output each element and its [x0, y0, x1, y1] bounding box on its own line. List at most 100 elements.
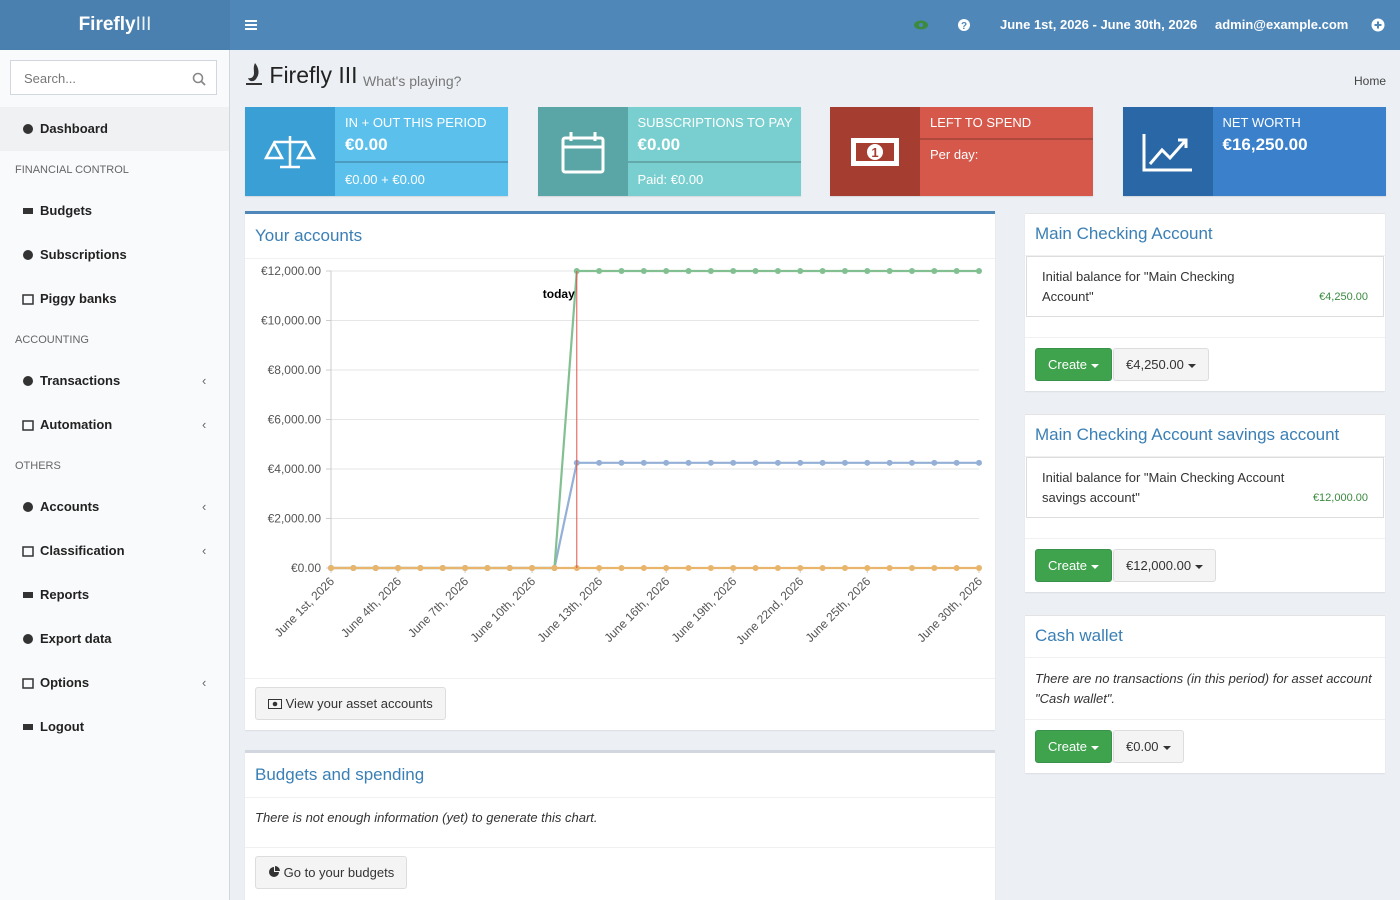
y-tick-label: €0.00 [291, 561, 321, 575]
series-point [864, 459, 871, 466]
add-icon[interactable] [1371, 18, 1385, 32]
budgets-button[interactable]: Go to your budgets [255, 856, 408, 889]
menu-label: Automation [40, 417, 113, 432]
x-tick-label: June 13th, 2026 [534, 574, 605, 645]
svg-text:1: 1 [871, 145, 878, 160]
x-tick-label: June 19th, 2026 [669, 574, 740, 645]
create-button[interactable]: Create [1035, 549, 1113, 582]
balance-button[interactable]: €12,000.00 [1113, 549, 1217, 582]
caret [1195, 564, 1204, 569]
view-accounts-button[interactable]: View your asset accounts [255, 687, 446, 720]
today-label: today [543, 287, 575, 301]
menu-item[interactable]: Subscriptions [0, 233, 229, 277]
pie-icon [269, 866, 280, 877]
accounts-card: Your accounts View your asset accounts [245, 211, 995, 730]
info-box-footer: €0.00 + €0.00 [345, 172, 425, 187]
menu-icon [22, 294, 34, 305]
caret [1187, 363, 1196, 368]
create-button[interactable]: Create [1035, 730, 1113, 763]
card-title[interactable]: Cash wallet [1035, 626, 1123, 645]
menu-item[interactable]: Transactions ‹ [0, 359, 229, 403]
card-title[interactable]: Main Checking Account [1035, 224, 1213, 243]
card-footer: Create €0.00 [1025, 720, 1385, 773]
user-menu[interactable]: admin@example.com [1215, 17, 1349, 32]
series-point [707, 459, 714, 466]
card-title[interactable]: Main Checking Account savings account [1035, 425, 1340, 444]
series-point [774, 459, 781, 466]
info-box[interactable]: SUBSCRIPTIONS TO PAY €0.00 Paid: €0.00 [537, 107, 801, 196]
info-box[interactable]: 1 LEFT TO SPEND Per day: [830, 107, 1093, 196]
money-icon [268, 699, 282, 709]
menu-item[interactable]: Reports [0, 573, 229, 617]
series-point [931, 268, 938, 274]
info-box[interactable]: IN + OUT THIS PERIOD €0.00 €0.00 + €0.00 [245, 107, 508, 196]
logo-icon [246, 63, 262, 85]
x-tick-label: June 16th, 2026 [602, 574, 673, 645]
create-button[interactable]: Create [1035, 348, 1113, 381]
series-line [331, 461, 979, 570]
menu-icon [23, 724, 33, 730]
series-point [439, 565, 446, 571]
help-icon[interactable]: ? [957, 18, 971, 32]
menu-header: OTHERS [15, 460, 61, 472]
series-point [596, 268, 603, 274]
menu-label: Classification [40, 543, 125, 558]
menu-label: Dashboard [40, 121, 108, 136]
menu-item[interactable]: Automation ‹ [0, 403, 229, 447]
info-box-icon [537, 107, 628, 196]
series-point [529, 565, 536, 571]
series-point [797, 268, 804, 274]
info-box-label: SUBSCRIPTIONS TO PAY [637, 115, 793, 130]
date-range[interactable]: June 1st, 2026 - June 30th, 2026 [1000, 17, 1198, 32]
menu-item[interactable]: Logout [0, 705, 229, 749]
caret [1091, 745, 1100, 750]
menu-item[interactable]: Accounts ‹ [0, 485, 229, 529]
menu-item[interactable]: Options ‹ [0, 661, 229, 705]
menu-item[interactable]: Export data [0, 617, 229, 661]
submenu-chevron: ‹ [202, 499, 207, 514]
series-point [596, 459, 603, 466]
accounts-chart: €0.00 €2,000.00 €4,000.00 €6,000.00 €8,000.0… [261, 264, 985, 647]
menu-icon [23, 250, 33, 260]
menu-label: Export data [40, 631, 112, 646]
breadcrumb[interactable]: Home [1354, 74, 1387, 88]
series-point [663, 565, 670, 571]
button-label: Create [1048, 357, 1088, 372]
svg-text:?: ? [961, 21, 967, 32]
series-point [372, 565, 379, 571]
menu-item[interactable]: Piggy banks [0, 277, 229, 321]
series-point [640, 565, 647, 571]
series-point [886, 565, 893, 571]
y-tick-label: €8,000.00 [268, 363, 322, 377]
transaction-row[interactable]: Initial balance for "Main Checking Accou… [1026, 457, 1384, 518]
y-tick-label: €4,000.00 [268, 462, 322, 476]
eye-icon[interactable] [913, 19, 929, 31]
button-label: Go to your budgets [283, 865, 395, 880]
brand[interactable]: FireflyIII [0, 0, 230, 50]
submenu-chevron: ‹ [202, 543, 207, 558]
x-tick-label: June 22nd, 2026 [733, 574, 806, 647]
menu-label: Budgets [40, 203, 92, 218]
info-box-icon [245, 107, 335, 196]
search-box[interactable]: Search... [10, 60, 217, 95]
menu-toggle[interactable] [244, 18, 258, 32]
caret [1162, 745, 1171, 750]
series-point [886, 459, 893, 466]
series-point [663, 268, 670, 274]
menu-item[interactable]: Budgets [0, 189, 229, 233]
balance-button[interactable]: €0.00 [1113, 730, 1184, 763]
divider [245, 847, 995, 848]
info-box[interactable]: NET WORTH €16,250.00 [1122, 107, 1386, 196]
menu-item[interactable]: Dashboard [0, 107, 229, 151]
series-point [976, 459, 982, 466]
x-tick-label: June 25th, 2026 [803, 574, 874, 645]
menu-label: Transactions [40, 373, 121, 388]
balance-button[interactable]: €4,250.00 [1113, 348, 1209, 381]
button-label: €4,250.00 [1126, 357, 1184, 372]
menu-item[interactable]: Classification ‹ [0, 529, 229, 573]
menu-icon [23, 592, 33, 598]
menu-label: Subscriptions [40, 247, 127, 262]
series-point [931, 565, 938, 571]
transaction-row[interactable]: Initial balance for "Main Checking Accou… [1026, 256, 1384, 317]
x-tick-label: June 1st, 2026 [272, 574, 338, 640]
